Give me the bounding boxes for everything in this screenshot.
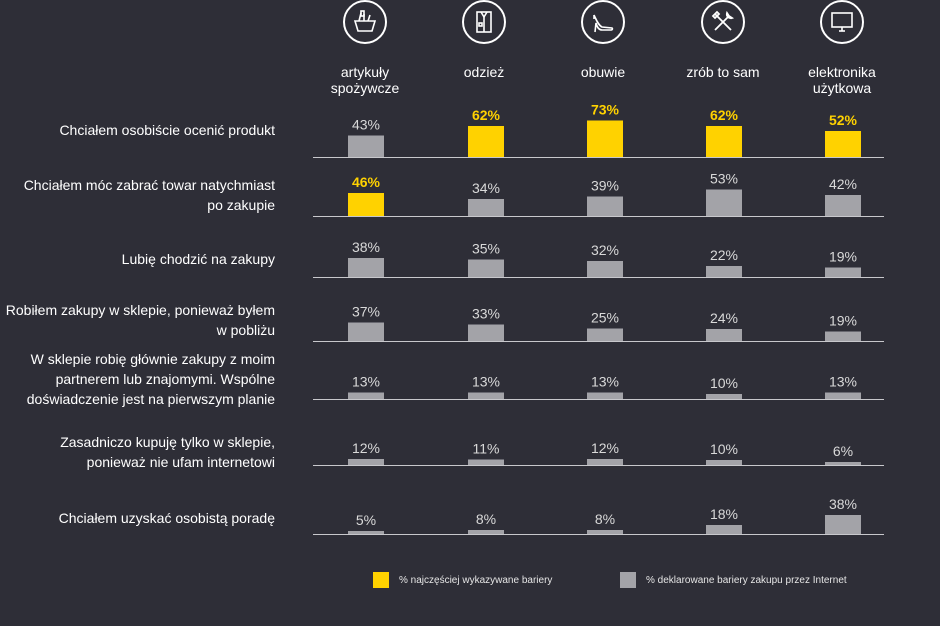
- high-heel-shoe-icon: [581, 0, 625, 44]
- row-label: Chciałem móc zabrać towar natychmiast po…: [23, 177, 275, 213]
- bar: [348, 258, 384, 277]
- data-label: 73%: [591, 102, 620, 118]
- data-label: 43%: [352, 117, 380, 133]
- legend-item-normal: % deklarowane bariery zakupu przez Inter…: [620, 572, 847, 588]
- bar: [468, 126, 504, 157]
- data-label: 34%: [472, 180, 500, 196]
- data-label: 42%: [829, 176, 857, 192]
- bar: [825, 195, 861, 216]
- data-label: 53%: [710, 171, 738, 187]
- legend-label: % deklarowane bariery zakupu przez Inter…: [646, 574, 847, 586]
- shirt-icon: [462, 0, 506, 44]
- data-label: 12%: [591, 440, 619, 456]
- monitor-icon: [820, 0, 864, 44]
- data-label: 33%: [472, 306, 500, 322]
- data-label: 13%: [352, 374, 380, 390]
- data-label: 22%: [710, 247, 738, 263]
- data-label: 13%: [591, 374, 619, 390]
- data-label: 5%: [356, 512, 376, 528]
- bar: [706, 394, 742, 399]
- row-label: Chciałem uzyskać osobistą poradę: [58, 510, 275, 526]
- data-label: 19%: [829, 313, 857, 329]
- data-label: 32%: [591, 242, 619, 258]
- bar: [587, 196, 623, 216]
- category-label: obuwie: [580, 64, 626, 80]
- bar: [348, 135, 384, 157]
- bar: [706, 189, 742, 216]
- row-label: Lubię chodzić na zakupy: [121, 251, 275, 267]
- bar: [468, 199, 504, 216]
- bar: [468, 324, 504, 341]
- category-label: zrób to sam: [686, 64, 760, 80]
- data-label: 35%: [472, 241, 500, 257]
- bar: [468, 259, 504, 277]
- grocery-basket-icon: [343, 0, 387, 44]
- bar: [587, 459, 623, 465]
- data-label: 52%: [829, 112, 858, 128]
- bar: [348, 322, 384, 341]
- data-label: 18%: [710, 506, 738, 522]
- bar: [825, 515, 861, 534]
- data-label: 12%: [352, 440, 380, 456]
- tools-icon: [701, 0, 745, 44]
- bar: [587, 328, 623, 341]
- data-label: 10%: [710, 375, 738, 391]
- row-label: Zasadniczo kupuję tylko w sklepie, ponie…: [60, 434, 275, 470]
- data-label: 8%: [595, 511, 615, 527]
- bar: [348, 392, 384, 399]
- bar: [587, 261, 623, 277]
- data-label: 46%: [352, 174, 381, 190]
- bar: [825, 331, 861, 341]
- bar: [825, 392, 861, 399]
- data-label: 13%: [472, 374, 500, 390]
- data-label: 6%: [833, 443, 853, 459]
- data-label: 62%: [472, 107, 501, 123]
- data-label: 38%: [829, 496, 857, 512]
- legend-label: % najczęściej wykazywane bariery: [399, 574, 553, 586]
- bar: [348, 193, 384, 216]
- row-label: W sklepie robię głównie zakupy z moim pa…: [26, 351, 275, 407]
- category-label: elektronika użytkowa: [808, 64, 876, 96]
- legend-item-highlight: % najczęściej wykazywane bariery: [373, 572, 552, 588]
- bar: [348, 531, 384, 534]
- bar: [348, 459, 384, 465]
- legend-swatch: [373, 572, 389, 588]
- row-label: Chciałem osobiście ocenić produkt: [59, 122, 275, 138]
- bar: [706, 329, 742, 341]
- data-label: 19%: [829, 249, 857, 265]
- data-label: 37%: [352, 304, 380, 320]
- row-label: Robiłem zakupy w sklepie, ponieważ byłem…: [5, 302, 275, 338]
- data-label: 8%: [476, 511, 496, 527]
- data-label: 10%: [710, 441, 738, 457]
- bar: [468, 459, 504, 465]
- data-label: 24%: [710, 310, 738, 326]
- legend-swatch: [620, 572, 636, 588]
- bar: [825, 462, 861, 465]
- bar: [587, 392, 623, 399]
- data-label: 39%: [591, 178, 619, 194]
- bar: [587, 120, 623, 157]
- bar: [825, 131, 861, 157]
- data-label: 38%: [352, 239, 380, 255]
- bar: [468, 530, 504, 534]
- category-label: artykuły spożywcze: [330, 64, 400, 96]
- data-label: 62%: [710, 107, 739, 123]
- bar: [468, 392, 504, 399]
- bar: [706, 525, 742, 534]
- bar: [706, 460, 742, 465]
- bar: [706, 126, 742, 157]
- data-label: 11%: [473, 441, 500, 457]
- bar: [825, 267, 861, 277]
- bar: [587, 530, 623, 534]
- data-label: 13%: [829, 374, 857, 390]
- bar: [706, 266, 742, 277]
- category-label: odzież: [463, 64, 505, 80]
- data-label: 25%: [591, 310, 619, 326]
